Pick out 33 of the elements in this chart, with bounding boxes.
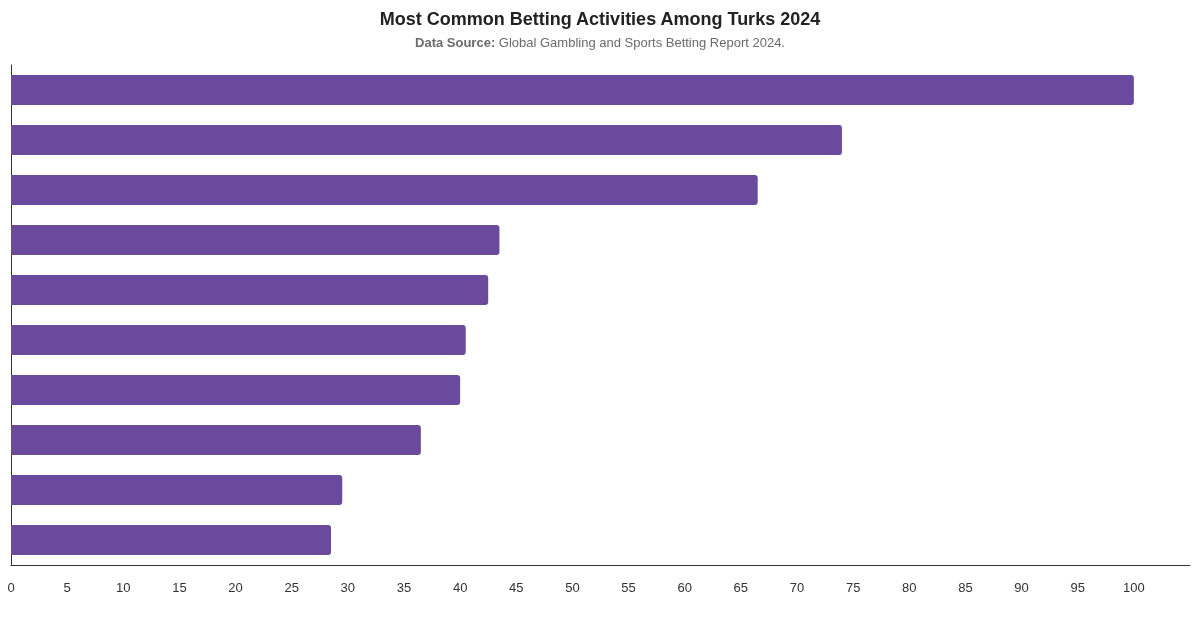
- x-tick-label: 65: [733, 580, 749, 595]
- x-tick-label: 35: [396, 580, 412, 595]
- x-tick-label: 70: [789, 580, 805, 595]
- bar: [11, 225, 500, 255]
- bar: [11, 125, 842, 155]
- x-tick-label: 30: [340, 580, 356, 595]
- x-tick-label: 55: [621, 580, 636, 595]
- chart-title: Most Common Betting Activities Among Turks 2024: [379, 9, 821, 29]
- bar: [11, 325, 466, 355]
- bar: [11, 75, 1134, 105]
- bar: [11, 275, 489, 305]
- x-tick-label: 15: [172, 580, 187, 595]
- x-tick-label: 100: [1123, 580, 1145, 595]
- x-tick-label: 45: [509, 580, 524, 595]
- bar: [11, 175, 758, 205]
- x-tick-label: 0: [7, 580, 15, 595]
- x-tick-label: 10: [116, 580, 131, 595]
- x-tick-label: 75: [845, 580, 861, 595]
- bar: [11, 425, 421, 455]
- x-tick-label: 20: [228, 580, 243, 595]
- x-tick-label: 85: [958, 580, 973, 595]
- x-tick-label: 25: [284, 580, 299, 595]
- x-tick-label: 40: [452, 580, 468, 595]
- bar: [11, 525, 332, 555]
- x-tick-label: 80: [902, 580, 917, 595]
- x-tick-label: 5: [63, 580, 71, 595]
- bar: [11, 475, 343, 505]
- chart-subtitle: Data Source: Global Gambling and Sports Betting Report 2024.: [415, 35, 785, 50]
- x-tick-label: 90: [1014, 580, 1029, 595]
- x-tick-label: 50: [565, 580, 580, 595]
- x-tick-label: 60: [677, 580, 692, 595]
- x-tick-label: 95: [1070, 580, 1085, 595]
- bar: [11, 375, 461, 405]
